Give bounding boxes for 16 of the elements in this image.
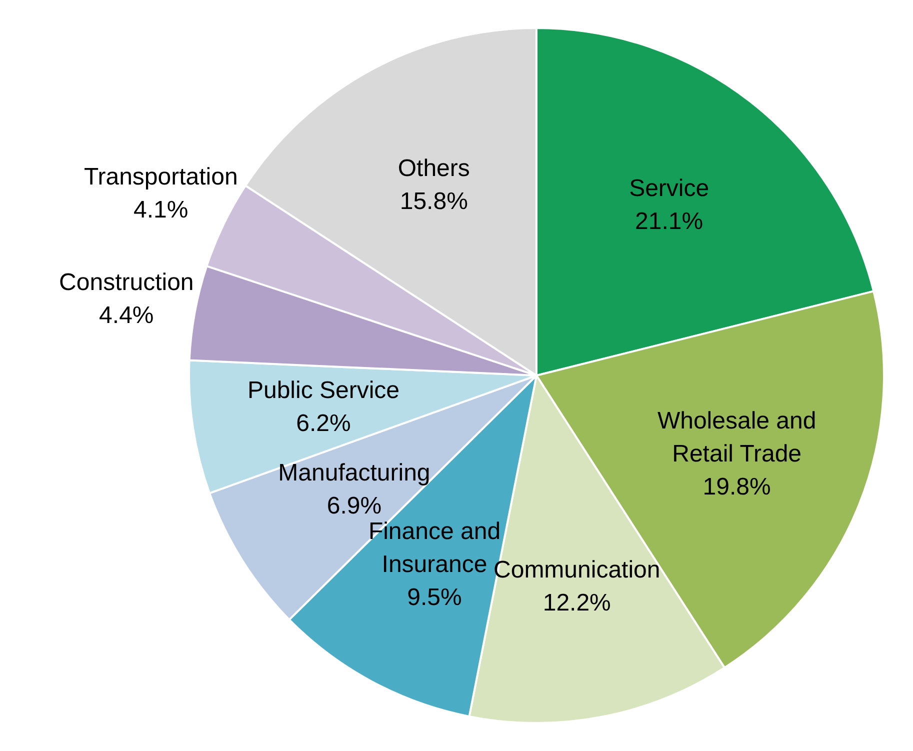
slice-label: Manufacturing — [278, 459, 430, 486]
slice-label: Construction — [59, 269, 194, 296]
data-label: 6.2% — [296, 410, 351, 437]
data-label: 9.5% — [407, 584, 462, 611]
data-label: 21.1% — [635, 208, 704, 235]
slice-label: Service — [629, 174, 710, 202]
slice-label: Transportation — [84, 164, 238, 191]
data-label: 12.2% — [542, 589, 611, 616]
data-label: 19.8% — [702, 473, 771, 500]
slice-label: Public Service — [247, 376, 400, 404]
data-label: 4.4% — [99, 302, 154, 330]
data-label: 4.1% — [134, 196, 188, 224]
data-label: 15.8% — [400, 188, 468, 216]
slice-label: Others — [398, 155, 470, 182]
data-label: 6.9% — [326, 492, 382, 520]
slice-label: Wholesale and Retail Trade — [657, 407, 816, 468]
